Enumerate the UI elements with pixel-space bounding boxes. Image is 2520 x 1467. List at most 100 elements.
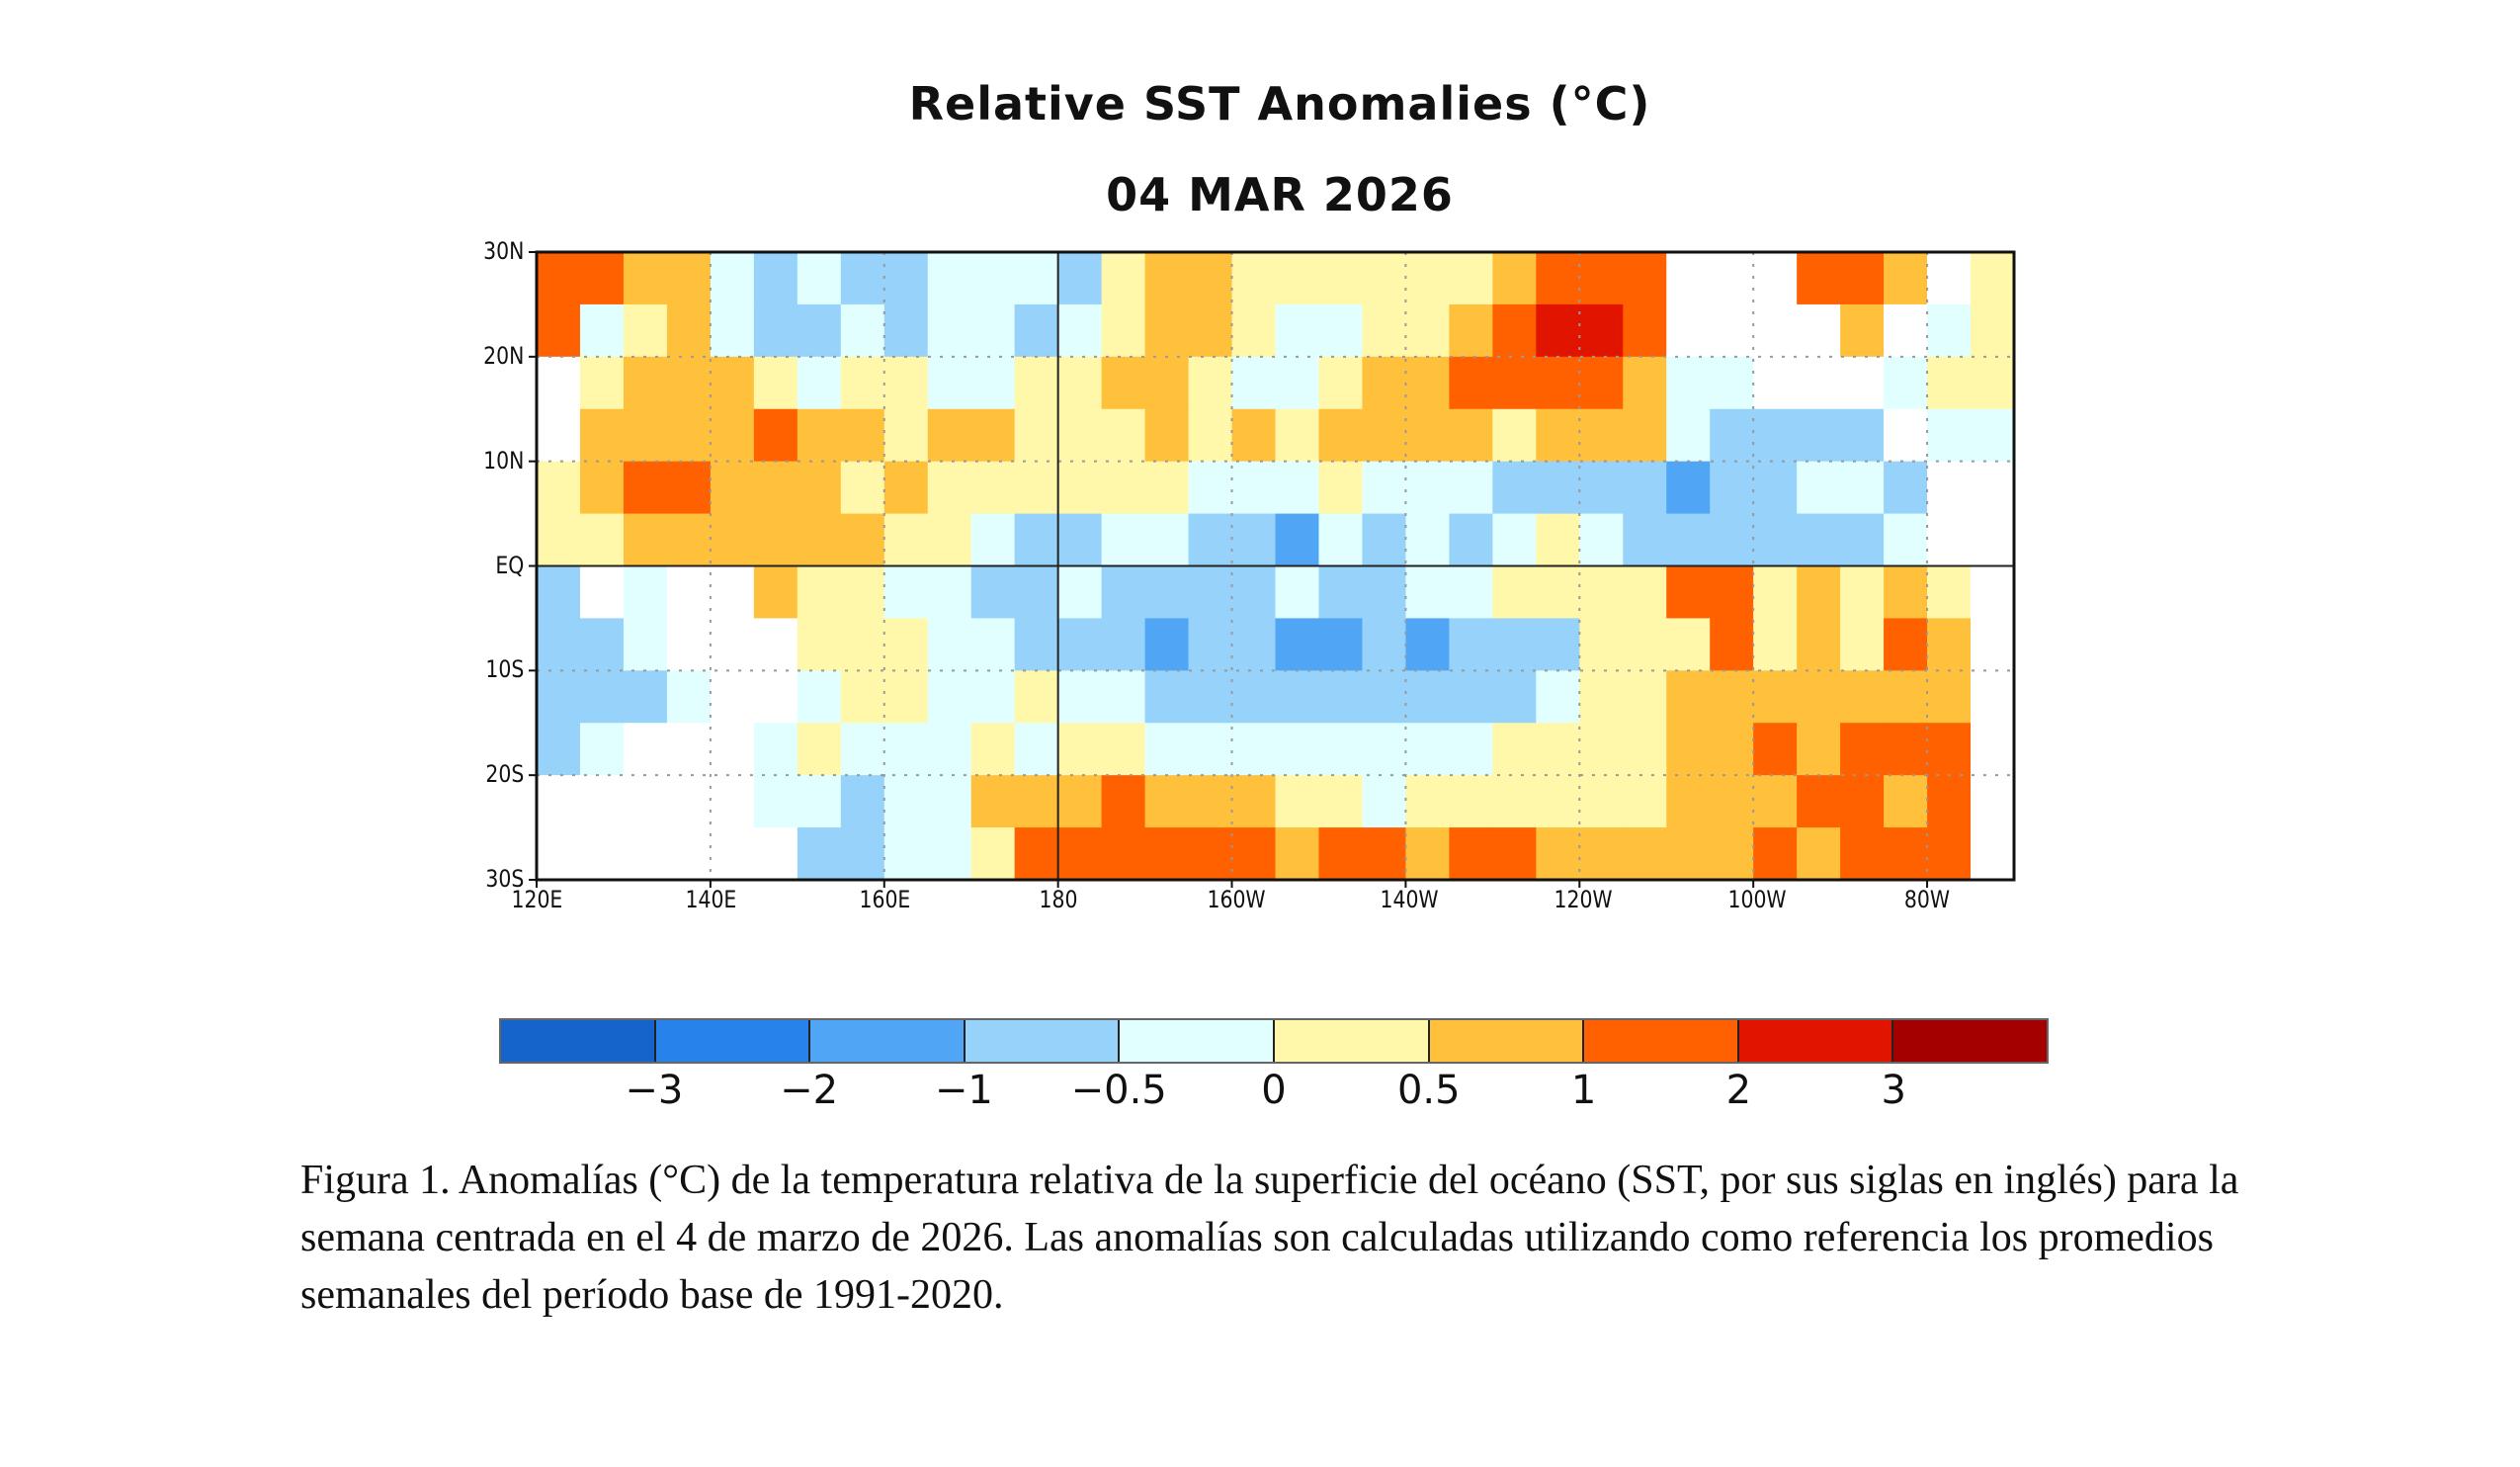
colorbar-label: 1 [1570, 1068, 1597, 1113]
anomaly-cell [1318, 513, 1363, 566]
land-cell [666, 775, 712, 828]
anomaly-cell [883, 827, 929, 881]
anomaly-cell [1797, 723, 1841, 776]
anomaly-cell [1492, 827, 1537, 881]
anomaly-cell [797, 461, 842, 515]
anomaly-cell [1231, 775, 1276, 828]
anomaly-cell [579, 670, 625, 724]
anomaly-cell [1362, 303, 1406, 358]
anomaly-cell [1927, 723, 1972, 776]
anomaly-cell [1014, 827, 1059, 881]
anomaly-cell [753, 408, 798, 463]
land-cell [710, 565, 755, 619]
anomaly-cell [666, 461, 712, 515]
colorbar-label: 0.5 [1396, 1068, 1461, 1113]
land-cell [537, 356, 581, 410]
anomaly-cell [1144, 827, 1190, 881]
anomaly-cell [1449, 565, 1493, 619]
lat-label: 10S [485, 655, 525, 684]
land-cell [1971, 670, 2015, 724]
anomaly-cell [927, 618, 972, 671]
anomaly-cell [1188, 356, 1233, 410]
land-cell [537, 408, 581, 463]
anomaly-cell [1144, 565, 1190, 619]
anomaly-cell [1536, 618, 1580, 671]
anomaly-cell [970, 513, 1016, 566]
anomaly-cell [1710, 408, 1754, 463]
anomaly-cell [840, 618, 885, 671]
anomaly-cell [927, 408, 972, 463]
anomaly-cell [710, 252, 755, 305]
anomaly-cell [1014, 461, 1059, 515]
anomaly-cell [970, 461, 1016, 515]
anomaly-cell [1927, 356, 1972, 410]
anomaly-cell [1927, 775, 1972, 828]
anomaly-cell [927, 461, 972, 515]
anomaly-cell [840, 723, 885, 776]
anomaly-cell [666, 408, 712, 463]
anomaly-cell [840, 408, 885, 463]
anomaly-cell [753, 565, 798, 619]
land-cell [1971, 565, 2015, 619]
land-cell [1797, 356, 1841, 410]
anomaly-cell [753, 303, 798, 358]
anomaly-cell [1188, 618, 1233, 671]
anomaly-cell [927, 356, 972, 410]
anomaly-cell [1231, 408, 1276, 463]
anomaly-cell [1666, 827, 1711, 881]
anomaly-cell [840, 827, 885, 881]
anomaly-cell [1101, 408, 1146, 463]
anomaly-cell [1144, 513, 1190, 566]
anomaly-cell [1753, 618, 1798, 671]
anomaly-cell [840, 513, 885, 566]
land-cell [579, 775, 625, 828]
anomaly-cell [927, 827, 972, 881]
land-cell [1753, 252, 1798, 305]
anomaly-cell [927, 565, 972, 619]
land-cell [1666, 252, 1711, 305]
anomaly-cell [970, 303, 1016, 358]
anomaly-cell [1971, 303, 2015, 358]
anomaly-cell [1231, 252, 1276, 305]
anomaly-cell [623, 618, 668, 671]
anomaly-cell [1362, 408, 1406, 463]
anomaly-cell [1753, 461, 1798, 515]
anomaly-cell [927, 252, 972, 305]
anomaly-cell [1666, 513, 1711, 566]
anomaly-cell [1144, 723, 1190, 776]
anomaly-cell [1014, 723, 1059, 776]
anomaly-cell [1710, 775, 1754, 828]
anomaly-cell [1188, 670, 1233, 724]
anomaly-cell [1275, 252, 1319, 305]
anomaly-cell [883, 461, 929, 515]
anomaly-cell [927, 303, 972, 358]
colorbar-swatch [965, 1020, 1121, 1062]
anomaly-cell [579, 303, 625, 358]
anomaly-cell [1753, 670, 1798, 724]
anomaly-cell [1840, 252, 1885, 305]
anomaly-cell [1449, 827, 1493, 881]
colorbar-label: −1 [934, 1068, 993, 1113]
land-cell [666, 723, 712, 776]
anomaly-cell [1405, 723, 1450, 776]
anomaly-cell [1579, 252, 1624, 305]
colorbar-label: −2 [780, 1068, 839, 1113]
colorbar [499, 1018, 2049, 1064]
anomaly-cell [1492, 723, 1537, 776]
anomaly-cell [1623, 513, 1667, 566]
anomaly-cell [1318, 461, 1363, 515]
anomaly-cell [1318, 408, 1363, 463]
anomaly-cell [1188, 565, 1233, 619]
anomaly-cell [1144, 618, 1190, 671]
land-cell [1710, 303, 1754, 358]
anomaly-cell [1753, 723, 1798, 776]
anomaly-cell [537, 565, 581, 619]
anomaly-cell [1492, 252, 1537, 305]
anomaly-cell [1318, 723, 1363, 776]
anomaly-cell [1275, 565, 1319, 619]
anomaly-cell [1057, 356, 1103, 410]
anomaly-cell [797, 513, 842, 566]
anomaly-cell [1666, 461, 1711, 515]
anomaly-cell [1579, 461, 1624, 515]
colorbar-label: 3 [1881, 1068, 1906, 1113]
